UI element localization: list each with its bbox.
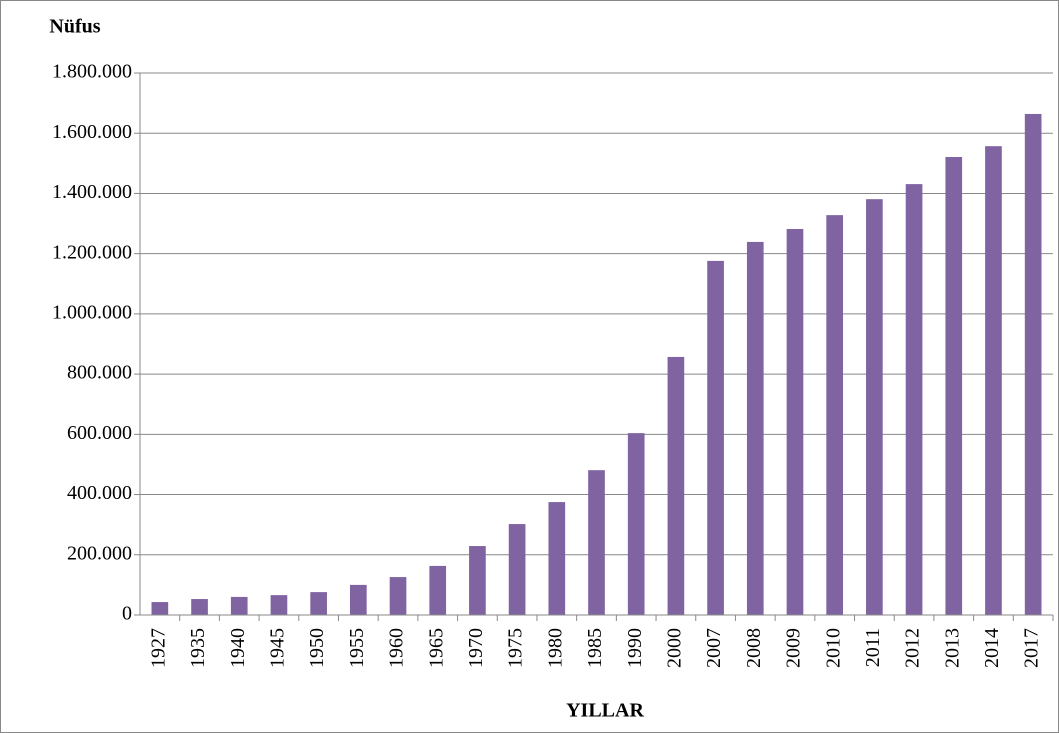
x-tick-label: 1975 [505,628,527,668]
bar [826,215,844,615]
y-tick-label: 200.000 [67,542,132,564]
y-axis-title: Nüfus [49,16,100,38]
bar [548,502,566,615]
x-tick-label: 1985 [584,628,606,668]
x-tick-label: 1945 [267,628,289,668]
bar [1024,113,1042,615]
bar [707,260,724,615]
x-tick-label: 2010 [822,628,844,668]
y-tick-label: 800.000 [67,362,132,384]
bar [786,228,804,615]
y-tick-label: 1.400.000 [52,181,132,203]
x-tick-label: 2012 [902,628,924,668]
bar [469,546,486,615]
bar [191,599,208,615]
bar [588,470,605,615]
y-tick-label: 400.000 [67,482,132,504]
x-tick-label: 2007 [703,628,725,668]
x-tick-label: 1960 [386,628,408,668]
bar [627,433,645,615]
x-tick-label: 2008 [743,628,765,668]
bar [270,595,288,615]
x-tick-label: 2017 [1021,628,1043,668]
bar [429,565,447,615]
y-tick-label: 1.200.000 [52,241,132,263]
y-tick-label: 1.800.000 [52,61,132,83]
y-tick-label: 1.600.000 [52,121,132,143]
bar [905,184,923,616]
x-tick-label: 1970 [465,628,487,668]
bar [151,602,169,615]
x-tick-label: 1980 [544,628,566,668]
x-axis-title: YILLAR [566,700,644,722]
bar [985,146,1002,616]
x-tick-label: 2014 [981,628,1003,668]
x-tick-label: 1990 [624,628,646,668]
bar [866,199,883,615]
bar [508,524,526,615]
y-tick-label: 600.000 [67,422,132,444]
x-tick-label: 2013 [941,628,963,668]
bar [389,577,407,615]
x-tick-label: 1935 [187,628,209,668]
y-tick-label: 1.000.000 [52,301,132,323]
bar [230,596,248,615]
y-tick-label: 0 [122,603,132,625]
bar [945,157,963,615]
x-tick-label: 1940 [227,628,249,668]
x-tick-label: 1965 [425,628,447,668]
x-tick-label: 2000 [663,628,685,668]
bar [667,356,685,615]
x-tick-label: 2009 [783,628,805,668]
x-tick-label: 1955 [346,628,368,668]
x-tick-label: 2011 [862,628,884,667]
x-tick-label: 1927 [147,628,169,668]
bar [746,241,764,615]
bar [310,592,327,615]
bar [349,584,367,615]
x-tick-label: 1950 [306,628,328,668]
